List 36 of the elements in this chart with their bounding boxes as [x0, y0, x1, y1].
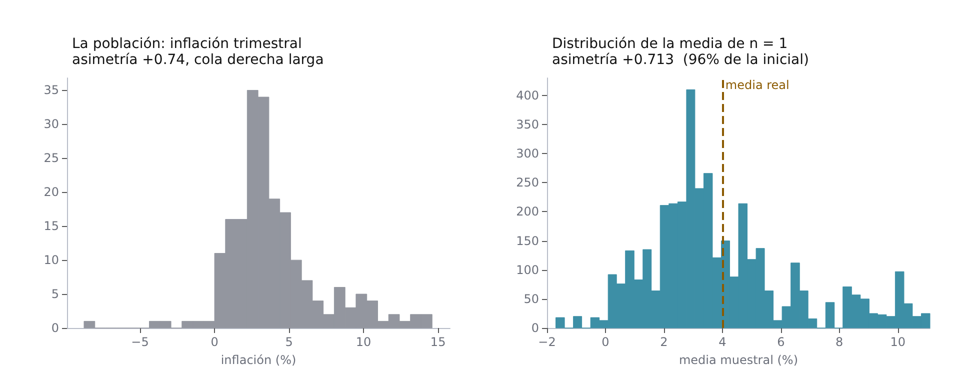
y-tick-label: 15	[44, 219, 59, 234]
x-tick-label: 6	[777, 335, 785, 349]
chart-title: Distribución de la media de n = 1	[552, 36, 788, 52]
ref-line-label: media real	[725, 78, 790, 92]
y-tick-label: 150	[516, 234, 539, 248]
y-tick-label: 0	[51, 321, 59, 335]
y-tick-label: 400	[516, 88, 539, 102]
x-tick-label: 4	[718, 335, 726, 349]
y-tick-label: 50	[524, 292, 539, 306]
x-tick-label: 0	[602, 335, 610, 349]
y-tick-label: 100	[516, 262, 539, 277]
x-tick-label: 10	[356, 335, 372, 349]
x-tick-label: 8	[836, 335, 844, 349]
y-tick-label: 300	[516, 146, 539, 161]
x-tick-label: 10	[890, 335, 906, 349]
y-tick-label: 200	[516, 204, 539, 219]
chart-subtitle: asimetría +0.713 (96% de la inicial)	[552, 52, 809, 68]
x-tick-label: −2	[538, 335, 556, 349]
chart-subtitle: asimetría +0.74, cola derecha larga	[72, 52, 324, 68]
x-tick-label: 0	[210, 335, 218, 349]
y-tick-label: 5	[51, 287, 59, 302]
y-tick-label: 20	[44, 185, 59, 200]
y-tick-label: 30	[44, 117, 59, 132]
y-tick-label: 25	[44, 151, 59, 166]
y-tick-label: 0	[531, 321, 539, 335]
y-tick-label: 250	[516, 176, 539, 190]
y-tick-label: 35	[44, 83, 59, 98]
x-axis-title: media muestral (%)	[678, 353, 798, 367]
y-tick-label: 350	[516, 118, 539, 132]
x-tick-label: 2	[660, 335, 668, 349]
chart-title: La población: inflación trimestral	[72, 36, 302, 52]
x-tick-label: 15	[430, 335, 446, 349]
x-axis-title: inflación (%)	[220, 353, 296, 367]
x-tick-label: −5	[131, 335, 149, 349]
y-tick-label: 10	[44, 253, 59, 268]
x-tick-label: 5	[285, 335, 293, 349]
